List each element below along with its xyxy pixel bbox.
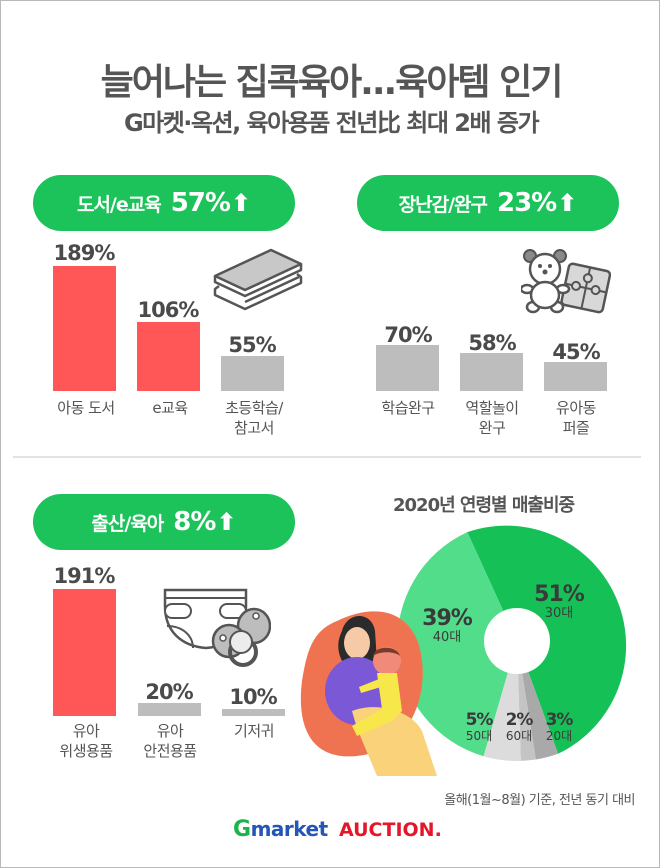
slice-pct: 51% [534, 582, 585, 607]
slice-pct: 2% [505, 710, 534, 730]
bar-label-line2: 위생용품 [59, 742, 113, 760]
bar-elementary-study [221, 356, 284, 391]
bar-value: 189% [53, 241, 116, 265]
toys-category-pill: 장난감/완구 23% ⬆ [357, 175, 619, 231]
up-arrow-icon: ⬆ [557, 189, 578, 217]
bar-value: 10% [229, 685, 277, 709]
gmarket-logo-g: G [233, 817, 251, 842]
donut-chart-title: 2020년 연령별 매출비중 [393, 495, 575, 516]
section-divider [13, 456, 641, 458]
bar-baby-safety [138, 703, 201, 716]
bar-label: e교육 [152, 399, 188, 417]
slice-label-50s: 5% 50대 [461, 711, 497, 743]
slice-pct: 39% [422, 606, 473, 631]
bar-children-books [53, 266, 116, 391]
mother-child-illustration [300, 611, 437, 776]
bar-value: 20% [145, 680, 193, 704]
donut-slice-40s [397, 532, 517, 757]
slice-label-60s: 2% 60대 [501, 711, 537, 743]
bar-label-line2: 안전용품 [143, 742, 197, 760]
slice-age: 40대 [432, 630, 462, 645]
books-stack-icon [213, 248, 303, 311]
slice-label-40s: 39% 40대 [417, 607, 477, 645]
bar-value: 45% [552, 340, 600, 364]
gmarket-logo-text: market [250, 817, 329, 841]
bar-label-line1: 유아동 [556, 399, 596, 417]
bar-label-line1: 역할놀이 [465, 399, 519, 417]
bar-label: 학습완구 [381, 399, 435, 417]
gmarket-logo: Gmarket [233, 817, 328, 842]
diaper-pacifier-icon [163, 588, 271, 667]
slice-label-30s: 51% 30대 [529, 583, 589, 621]
bar-label: 유아동 퍼즐 [531, 398, 621, 438]
bar-label: 기저귀 [234, 722, 274, 740]
bar-baby-hygiene [53, 589, 116, 716]
up-arrow-icon: ⬆ [216, 508, 237, 536]
bar-role-play-toys [460, 353, 523, 391]
teddy-bear-puzzle-icon [521, 249, 611, 314]
toys-pill-value: 23% [497, 188, 557, 218]
bar-kids-puzzle [544, 362, 607, 391]
slice-age: 30대 [544, 606, 574, 621]
bar-value: 70% [384, 323, 432, 347]
books-pill-label: 도서/e교육 [76, 193, 162, 216]
auction-logo: AUCTION. [339, 819, 442, 841]
bar-label-line1: 유아 [72, 722, 100, 740]
bar-label-line1: 초등학습/ [225, 399, 283, 417]
bar-label: 유아 위생용품 [41, 721, 131, 761]
toys-pill-label: 장난감/완구 [398, 193, 488, 216]
bar-label-line2: 퍼즐 [562, 419, 590, 437]
bar-diapers [222, 709, 285, 716]
footnote: 올해(1월~8월) 기준, 전년 동기 대비 [444, 793, 635, 808]
bar-value: 58% [468, 331, 516, 355]
page-title: 늘어나는 집콕육아...육아템 인기 [100, 62, 564, 103]
books-category-pill: 도서/e교육 57% ⬆ [33, 175, 295, 231]
bar-label: 초등학습/ 참고서 [207, 398, 301, 438]
bar-label-line2: 완구 [478, 419, 506, 437]
bar-label: 유아 안전용품 [125, 721, 215, 761]
bar-learning-toys [376, 345, 439, 391]
bar-label: 아동 도서 [57, 399, 115, 417]
slice-age: 20대 [545, 729, 573, 743]
slice-age: 50대 [465, 729, 493, 743]
bar-value: 106% [137, 298, 200, 322]
bar-value: 191% [53, 564, 116, 588]
up-arrow-icon: ⬆ [230, 189, 252, 217]
bar-e-education [137, 322, 200, 391]
bar-value: 55% [228, 333, 276, 357]
slice-pct: 3% [545, 710, 574, 730]
slice-pct: 5% [465, 710, 494, 730]
birth-pill-value: 8% [173, 507, 216, 537]
birth-category-pill: 출산/육아 8% ⬆ [33, 494, 295, 550]
slice-age: 60대 [505, 729, 533, 743]
age-share-donut-chart [397, 525, 627, 761]
bar-label-line2: 참고서 [234, 419, 274, 437]
bar-label-line1: 유아 [156, 722, 184, 740]
slice-label-20s: 3% 20대 [541, 711, 577, 743]
books-pill-value: 57% [170, 188, 231, 218]
page-subtitle: G마켓·옥션, 육아용품 전년比 최대 2배 증가 [123, 109, 540, 137]
birth-pill-label: 출산/육아 [91, 512, 164, 535]
bar-label: 역할놀이 완구 [447, 398, 537, 438]
